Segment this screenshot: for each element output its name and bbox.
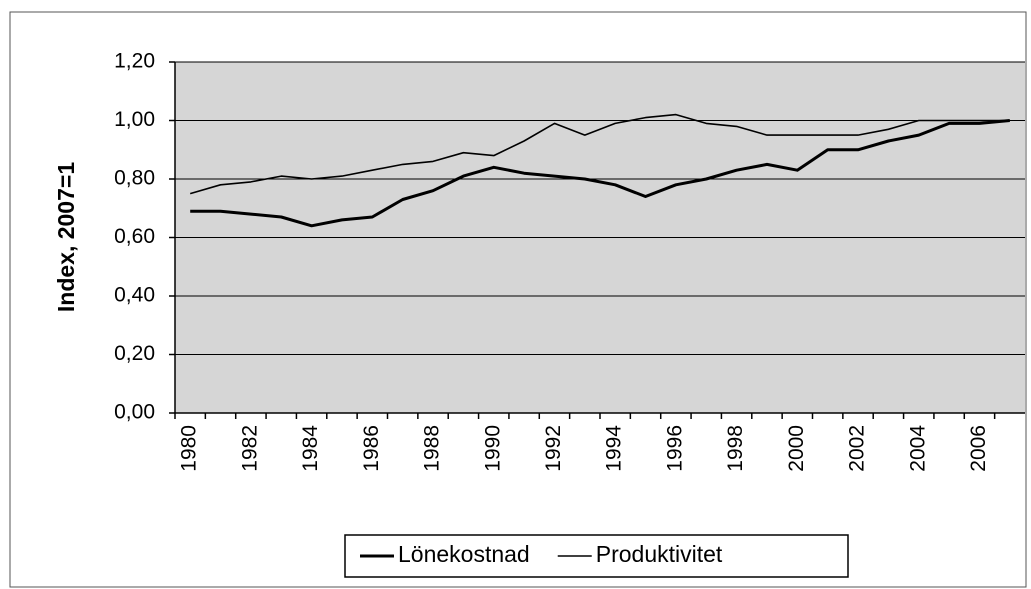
x-tick-label: 2000 (785, 425, 808, 472)
legend-label: Lönekostnad (398, 541, 530, 567)
y-tick-label: 0,20 (114, 342, 155, 365)
x-tick-label: 1990 (481, 425, 504, 472)
x-tick-label: 1988 (421, 425, 444, 472)
legend (344, 534, 849, 578)
y-tick-label: 0,40 (114, 284, 155, 307)
y-tick-label: 0,60 (114, 225, 155, 248)
x-tick-label: 1998 (724, 425, 747, 472)
y-tick-label: 1,20 (114, 50, 155, 73)
series-line (189, 113, 1010, 195)
x-tick-label: 1982 (238, 425, 261, 472)
x-tick-label: 1996 (663, 425, 686, 472)
x-tick-label: 1984 (299, 425, 322, 472)
x-tick-label: 1986 (360, 425, 383, 472)
x-tick-label: 1994 (603, 425, 626, 472)
y-tick-label: 0,00 (114, 401, 155, 424)
y-tick-label: 0,80 (114, 167, 155, 190)
x-tick-label: 2004 (906, 425, 929, 472)
series-line (190, 119, 1010, 228)
x-tick-label: 2002 (846, 425, 869, 472)
x-tick-label: 1980 (178, 425, 201, 472)
x-tick-label: 2006 (967, 425, 990, 472)
legend-label: Produktivitet (596, 541, 723, 567)
y-axis-label: Index, 2007=1 (53, 162, 79, 312)
y-tick-label: 1,00 (114, 108, 155, 131)
x-tick-label: 1992 (542, 425, 565, 472)
